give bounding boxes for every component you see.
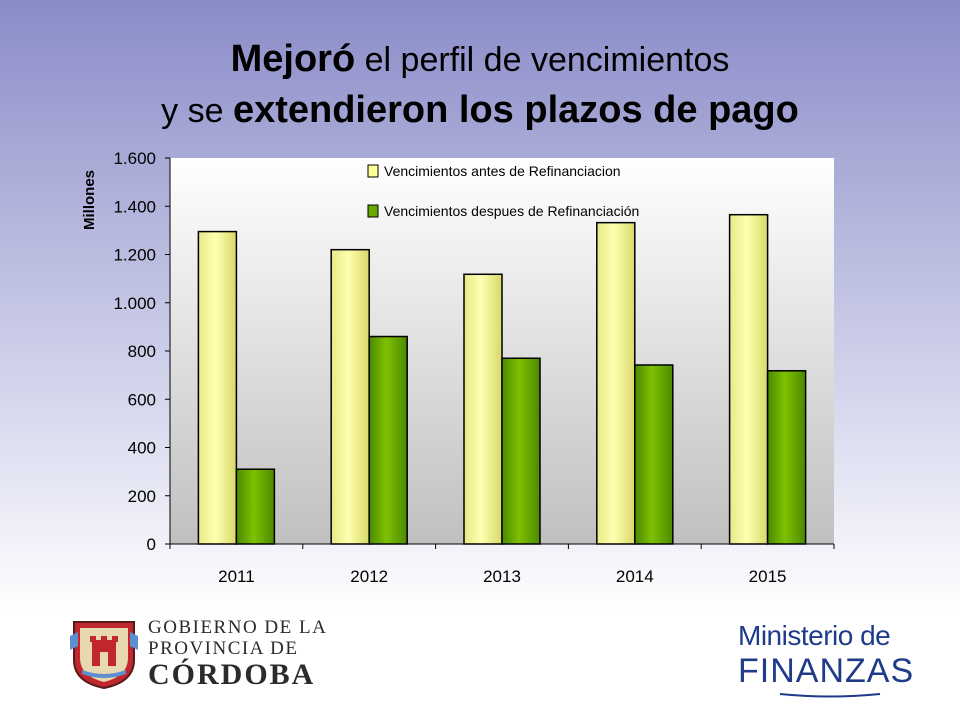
bars <box>197 213 807 545</box>
bar-despues <box>501 357 541 545</box>
ministerio-finanzas-logo: Ministerio de FINANZAS <box>730 620 920 700</box>
x-axis: 2011 2012 2013 2014 2015 <box>169 543 835 586</box>
y-tick-label: 400 <box>128 439 156 458</box>
legend: Vencimientos antes de Refinanciacion Venc… <box>367 163 639 219</box>
title-line-2: y se extendieron los plazos de pago <box>0 85 960 136</box>
y-tick-label: 200 <box>128 487 156 506</box>
gobierno-line-3: CÓRDOBA <box>148 658 316 691</box>
bar-antes <box>728 213 769 545</box>
slide-title: Mejoró el perfil de vencimientos y se ex… <box>0 34 960 136</box>
cordoba-coat-of-arms-icon <box>70 621 138 690</box>
title-rest-1: el perfil de vencimientos <box>355 41 730 79</box>
gobierno-line-2: PROVINCIA DE <box>148 638 299 659</box>
ministerio-underline-icon <box>779 693 881 698</box>
x-tick-label: 2013 <box>483 567 521 586</box>
bar-despues <box>235 468 276 545</box>
legend-label: Vencimientos antes de Refinanciacion <box>384 163 621 179</box>
legend-label: Vencimientos despues de Refinanciación <box>384 203 639 219</box>
legend-swatch <box>367 164 379 178</box>
y-tick-label: 0 <box>147 535 156 554</box>
gobierno-line-1: GOBIERNO DE LA <box>148 617 328 638</box>
y-tick-label: 800 <box>128 342 156 361</box>
y-tick-label: 1.200 <box>113 246 156 265</box>
y-axis-label: Millones <box>81 170 98 230</box>
y-tick-label: 600 <box>128 390 156 409</box>
x-tick-label: 2014 <box>616 567 654 586</box>
y-tick-label: 1.400 <box>113 197 156 216</box>
gobierno-cordoba-logo: GOBIERNO DE LA PROVINCIA DE CÓRDOBA <box>68 616 338 690</box>
bar-despues <box>634 364 674 545</box>
gobierno-text: GOBIERNO DE LA PROVINCIA DE CÓRDOBA <box>148 618 327 690</box>
y-tick-label: 1.000 <box>113 294 156 313</box>
title-line-1: Mejoró el perfil de vencimientos <box>0 34 960 85</box>
bar-antes <box>463 273 503 545</box>
legend-swatch <box>367 204 379 218</box>
y-tick-label: 1.600 <box>113 149 156 168</box>
title-bold-1: Mejoró <box>230 38 356 80</box>
title-bold-2: extendieron los plazos de pago <box>232 89 799 131</box>
x-tick-label: 2011 <box>218 567 255 586</box>
bar-antes <box>596 221 636 545</box>
title-start-2: y se <box>161 92 233 130</box>
x-tick-label: 2015 <box>749 567 787 586</box>
x-tick-label: 2012 <box>350 567 388 586</box>
ministerio-line-2: FINANZAS <box>738 652 915 690</box>
y-axis: 0 200 400 600 800 1.000 1.200 1.400 1.600 <box>113 149 171 554</box>
bar-antes <box>330 248 370 545</box>
ministerio-line-1: Ministerio de <box>738 620 891 651</box>
bar-despues <box>766 370 807 545</box>
ministerio-text: Ministerio de FINANZAS <box>738 620 915 690</box>
bar-despues <box>368 335 408 545</box>
bar-antes <box>197 230 238 545</box>
